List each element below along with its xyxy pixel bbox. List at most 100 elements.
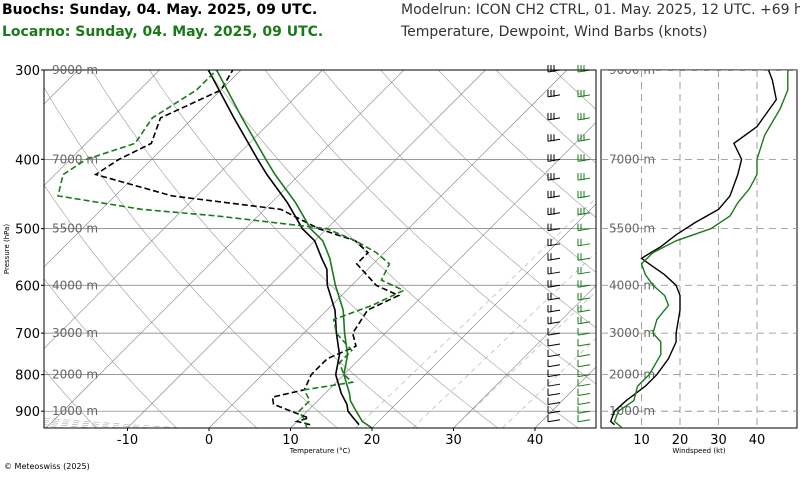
pressure-tick-label: 300 xyxy=(15,64,40,79)
dry-adiabat xyxy=(264,70,596,385)
height-label: 7000 m xyxy=(52,152,98,166)
wind-barb-station2 xyxy=(577,359,591,368)
moist-adiabat xyxy=(0,70,234,444)
ws-group: 9000 m 7000 m 5500 m 4000 m 3000 m 2000 m 1000… xyxy=(601,63,797,428)
wind-barb-station2 xyxy=(577,379,591,387)
wind-barb-station2 xyxy=(577,267,591,275)
barb-staff xyxy=(547,243,561,247)
barb-staff xyxy=(577,321,591,325)
barb-staff xyxy=(547,383,561,387)
dry-adiabat xyxy=(149,70,499,428)
wind-barb-station2 xyxy=(577,89,591,98)
dry-adiabat xyxy=(207,70,579,428)
wind-barb-station1 xyxy=(547,223,561,232)
temperature-tick-label: 30 xyxy=(445,433,462,448)
barb-staff xyxy=(547,401,561,405)
wind-barb-station2 xyxy=(577,280,591,288)
barb-staff xyxy=(547,392,561,396)
barb-staff xyxy=(547,410,561,414)
isotherm-line xyxy=(290,122,596,428)
dry-adiabat xyxy=(44,278,178,428)
series-buochs-temperature xyxy=(207,70,360,426)
wind-barb-station2 xyxy=(577,339,591,347)
wind-barb-station2 xyxy=(577,253,591,261)
barb-staff xyxy=(547,297,561,301)
barb-staff xyxy=(577,392,591,396)
dry-adiabat xyxy=(785,70,800,444)
wind-barb-station2 xyxy=(577,397,591,405)
wind-barb-station2 xyxy=(577,388,591,396)
height-label: 1000 m xyxy=(52,404,98,418)
barb-staff xyxy=(547,271,561,275)
moist-adiabat xyxy=(44,417,189,428)
wind-barb-station2 xyxy=(577,207,591,216)
wind-barb-station2 xyxy=(577,112,591,121)
temperature-tick-label: -10 xyxy=(117,433,138,448)
dry-adiabat xyxy=(612,70,800,444)
skew-grid-group xyxy=(0,70,800,444)
wind-barb-station2 xyxy=(577,349,591,358)
ws-series-buochs xyxy=(609,70,778,426)
windspeed-tick-label: 40 xyxy=(749,433,766,448)
height-label: 9000 m xyxy=(52,63,98,77)
windspeed-tick-label: 10 xyxy=(633,433,650,448)
barb-staff xyxy=(577,383,591,387)
barb-staff xyxy=(577,297,591,301)
station1-title: Buochs: Sunday, 04. May. 2025, 09 UTC. xyxy=(2,2,318,18)
barb-staff xyxy=(577,309,591,313)
variables-label: Temperature, Dewpoint, Wind Barbs (knots… xyxy=(401,24,708,40)
isotherm-line xyxy=(44,70,79,105)
ws-height-label: 9000 m xyxy=(609,63,655,77)
temperature-tick-label: 0 xyxy=(205,433,213,448)
wind-barb-station2 xyxy=(577,406,591,414)
dry-adiabat xyxy=(44,369,97,428)
wind-barb-station1 xyxy=(547,388,561,396)
wind-barb-station2 xyxy=(577,316,591,325)
wind-barb-station1 xyxy=(547,379,561,387)
pressure-tick-label: 900 xyxy=(15,405,40,420)
height-label: 3000 m xyxy=(52,326,98,340)
barb-staff xyxy=(577,243,591,247)
ws-axis-title: Windspeed (kt) xyxy=(672,447,725,455)
wind-barb-station1 xyxy=(547,414,561,423)
wind-barb-station1 xyxy=(547,207,561,216)
barb-staff xyxy=(547,228,561,232)
pressure-tick-label: 700 xyxy=(15,327,40,342)
wind-barb-station1 xyxy=(547,280,561,288)
barb-staff xyxy=(577,364,591,368)
wind-barb-station2 xyxy=(577,305,591,313)
barb-staff xyxy=(547,343,561,347)
wind-barb-station1 xyxy=(547,328,561,336)
isotherm-line xyxy=(44,70,323,349)
series-locarno-dewpoint xyxy=(57,70,406,428)
moist-adiabat xyxy=(0,70,112,444)
barb-staff xyxy=(547,374,561,378)
isotherm-line xyxy=(44,70,242,268)
isotherm-line xyxy=(371,203,596,428)
wind-barb-station2 xyxy=(577,328,591,336)
wind-barb-station2 xyxy=(577,292,591,301)
ws-height-label: 2000 m xyxy=(609,368,655,382)
dry-adiabat xyxy=(44,86,338,428)
isotherm-line xyxy=(45,70,405,428)
barb-staff xyxy=(547,364,561,368)
pressure-tick-label: 500 xyxy=(15,223,40,238)
ws-height-label: 1000 m xyxy=(609,404,655,418)
ws-height-label: 3000 m xyxy=(609,326,655,340)
wind-barb-station1 xyxy=(547,305,561,313)
ws-height-label: 7000 m xyxy=(609,152,655,166)
wind-barb-station1 xyxy=(547,292,561,301)
wind-barb-station1 xyxy=(547,397,561,405)
barb-staff xyxy=(577,354,591,358)
isotherm-line xyxy=(127,70,486,428)
wind-barb-station1 xyxy=(547,190,561,199)
dry-adiabat xyxy=(44,184,258,428)
barb-staff xyxy=(577,284,591,288)
wind-barb-station2 xyxy=(577,173,591,181)
wind-barb-station1 xyxy=(547,89,561,98)
ws-series-locarno xyxy=(613,70,789,428)
barb-staff xyxy=(547,309,561,313)
barb-staff xyxy=(547,332,561,336)
height-label: 5500 m xyxy=(52,222,98,236)
series-locarno-temperature xyxy=(215,70,373,428)
